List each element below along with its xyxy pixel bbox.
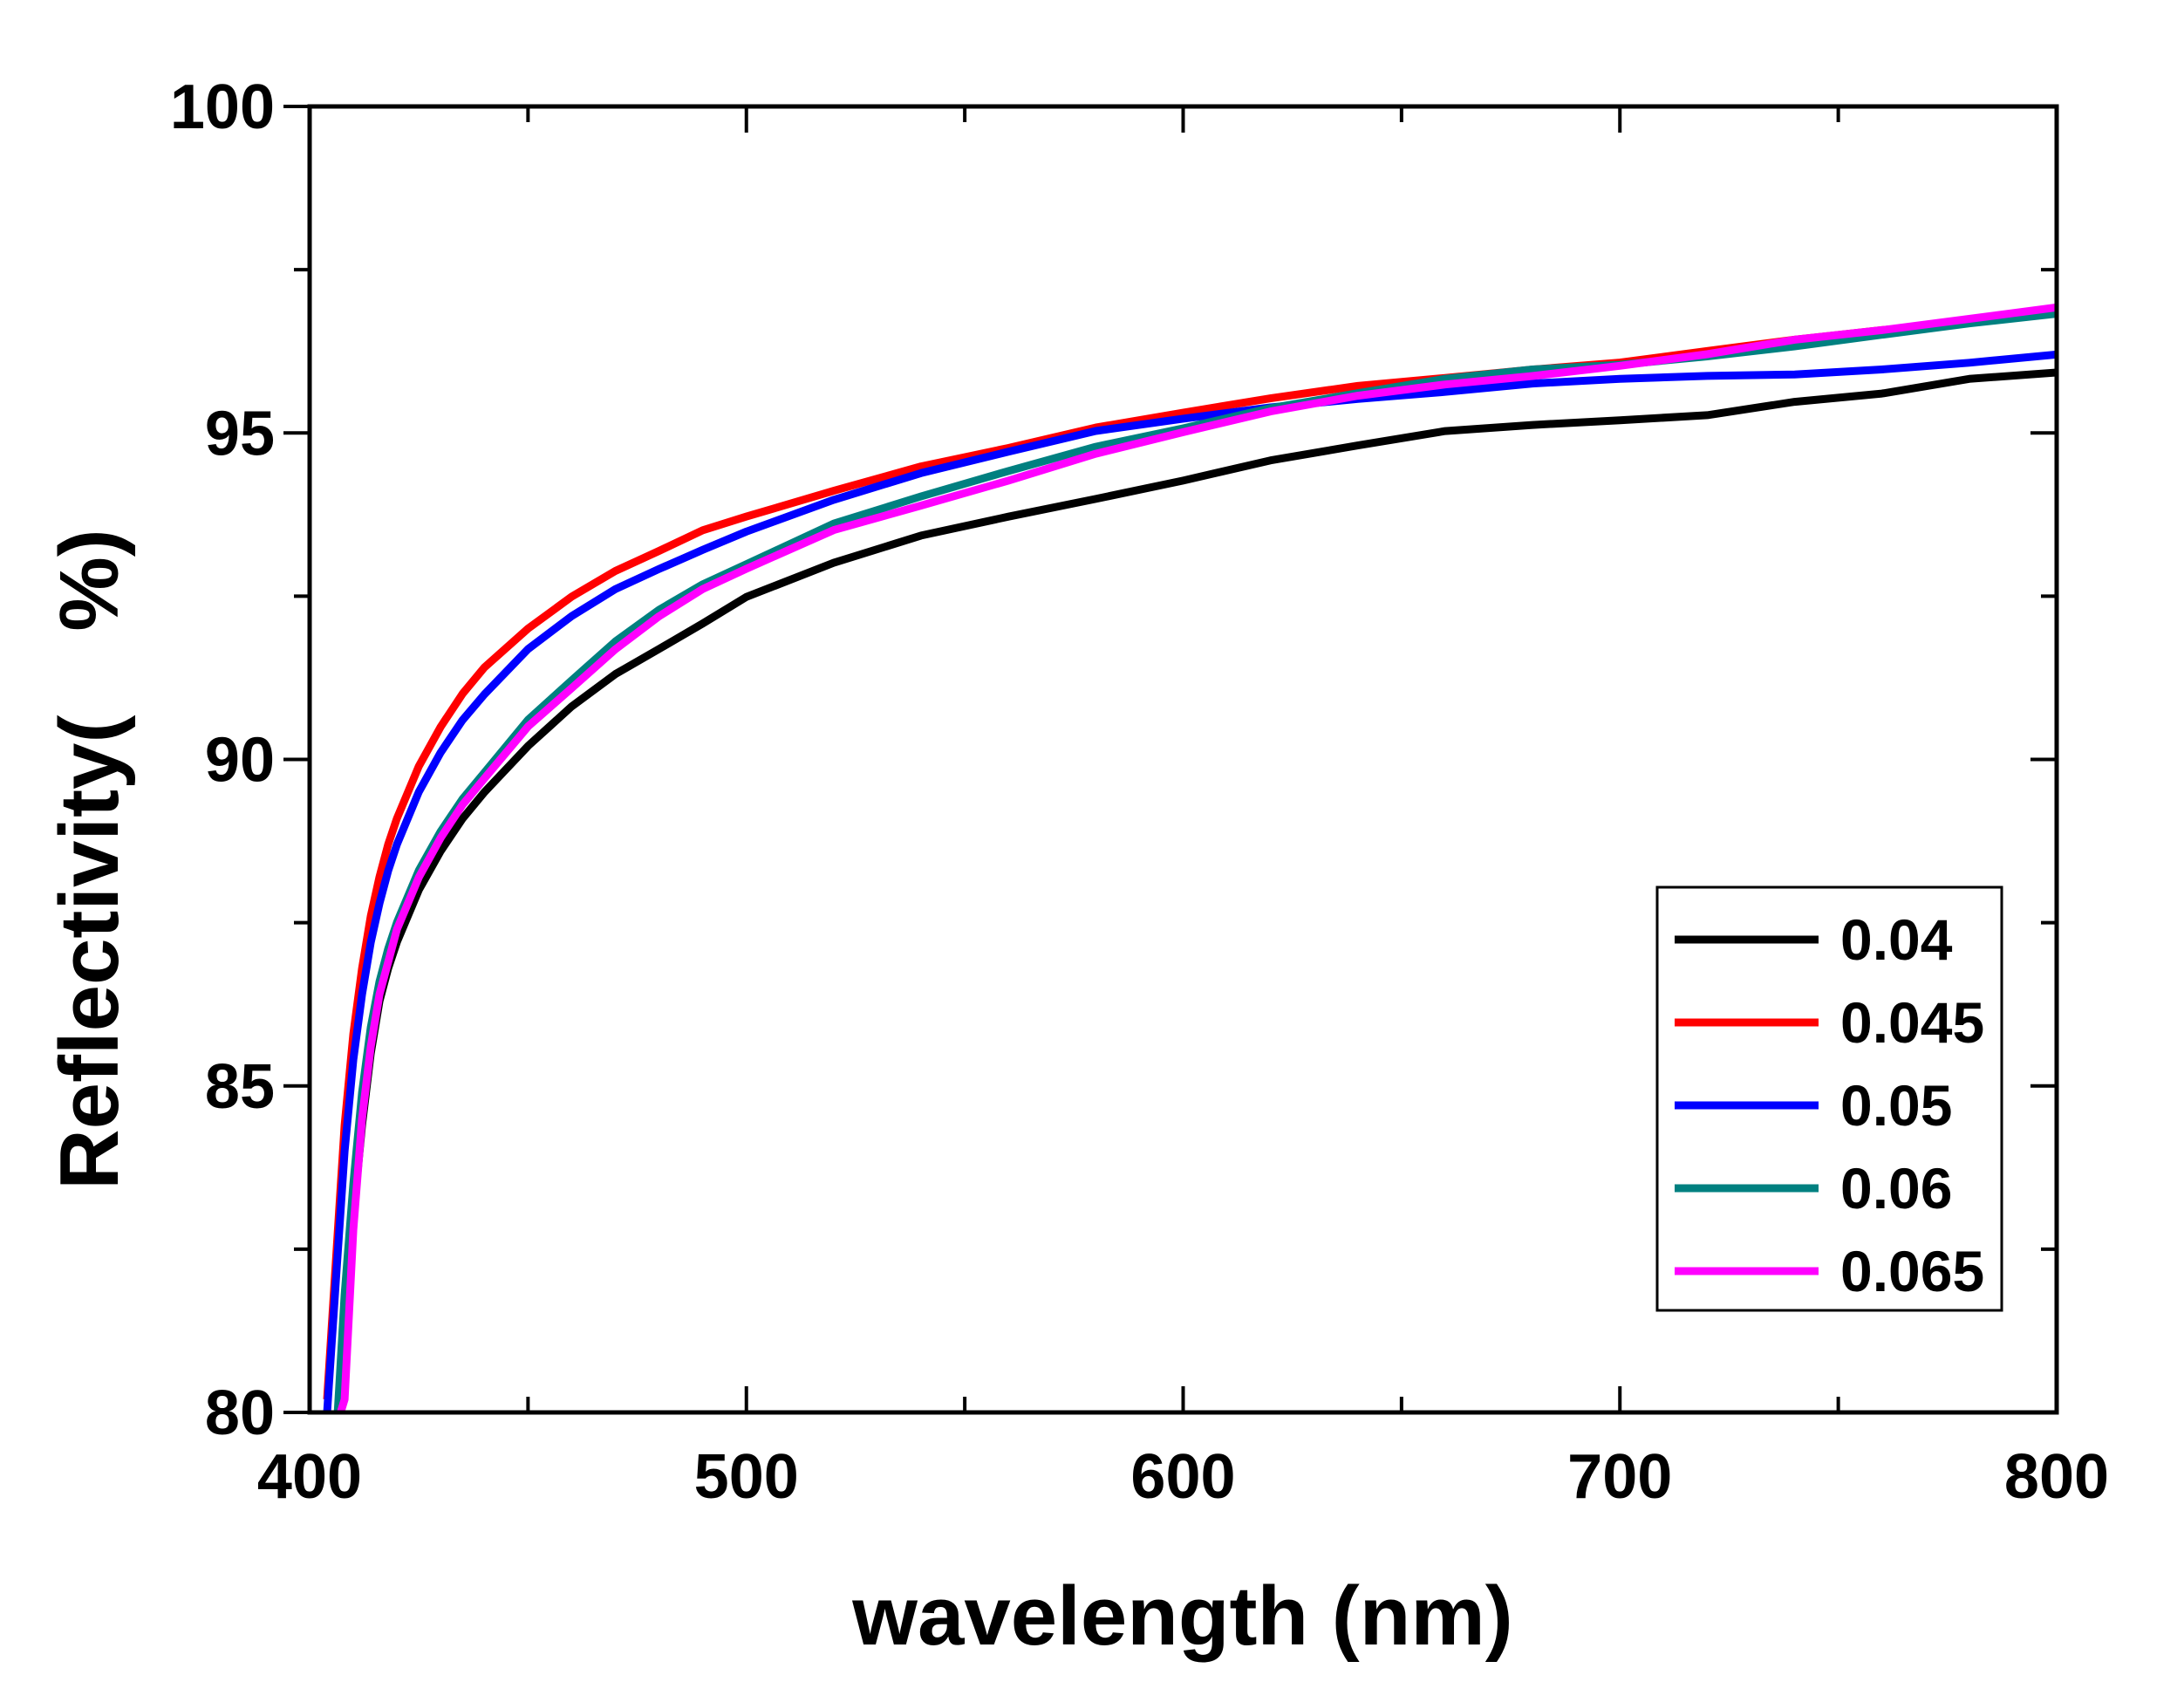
legend-label-0.065: 0.065	[1840, 1239, 1984, 1303]
x-tick-label: 500	[694, 1442, 799, 1512]
legend-label-0.045: 0.045	[1840, 990, 1984, 1055]
series-line-0.065	[336, 303, 2057, 1412]
x-tick-label: 600	[1130, 1442, 1235, 1512]
x-tick-label: 700	[1567, 1442, 1672, 1512]
series-line-0.05	[323, 350, 2057, 1412]
legend-label-0.06: 0.06	[1840, 1156, 1952, 1220]
legend: 0.04 0.045 0.05 0.06 0.065	[1655, 885, 2003, 1312]
tick-labels: 400 500 600 700 800 80 85 90 95 100	[170, 72, 2109, 1512]
y-tick-label: 100	[170, 72, 275, 142]
ticks-layer	[283, 105, 2058, 1414]
legend-box	[1655, 885, 2003, 1312]
y-tick-label: 80	[205, 1378, 275, 1448]
legend-label-0.05: 0.05	[1840, 1073, 1952, 1138]
y-axis-title: Reflectivity( %)	[43, 529, 136, 1190]
y-tick-label: 95	[205, 399, 275, 468]
y-tick-label: 90	[205, 726, 275, 796]
x-tick-label: 800	[2004, 1442, 2109, 1512]
x-tick-label: 400	[257, 1442, 362, 1512]
legend-label-0.04: 0.04	[1840, 907, 1953, 972]
y-tick-label: 85	[205, 1052, 275, 1122]
x-axis-title: wavelength (nm)	[851, 1569, 1512, 1663]
series-layer	[323, 303, 2057, 1412]
